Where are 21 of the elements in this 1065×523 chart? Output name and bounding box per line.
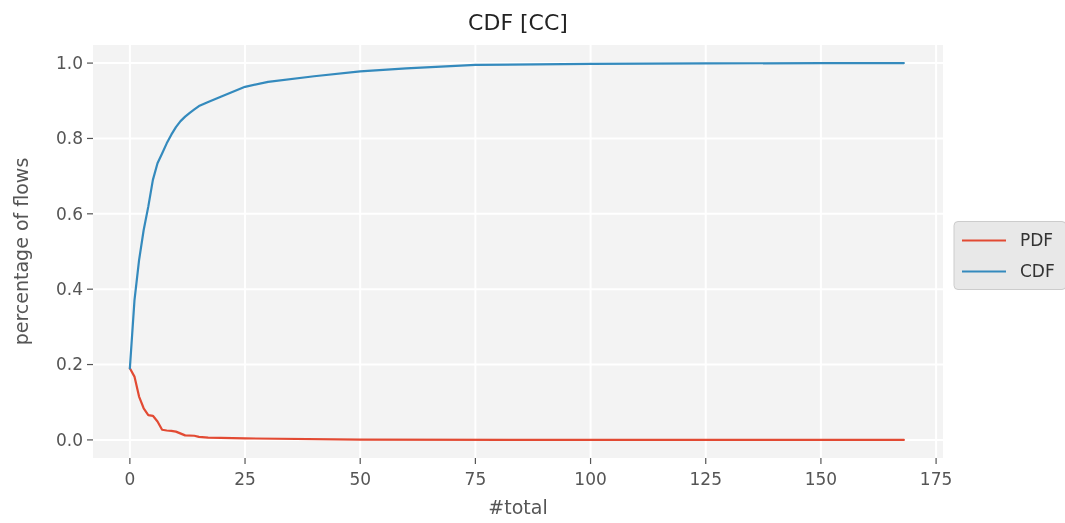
line-series (128, 367, 905, 442)
x-axis-title: #total (488, 496, 548, 518)
x-tick-label: 25 (234, 469, 256, 489)
x-tick-label: 0 (124, 469, 136, 489)
y-tick-label: 0.6 (55, 203, 83, 224)
legend-label: PDF (1020, 230, 1054, 251)
legend-label: CDF (1020, 261, 1055, 282)
y-tick-label: 1.0 (55, 53, 83, 74)
line-series (128, 61, 905, 370)
y-tick-label: 0.8 (55, 128, 83, 149)
y-tick-label: 0.0 (55, 429, 83, 450)
x-tick-label: 175 (919, 469, 953, 489)
y-axis-title: percentage of flows (10, 157, 32, 346)
x-tick-label: 50 (349, 469, 372, 489)
y-tick-label: 0.4 (55, 279, 83, 300)
x-tick-label: 100 (574, 469, 607, 489)
chart-title: CDF [CC] (468, 10, 568, 35)
x-tick-label: 125 (689, 469, 722, 489)
x-tick-label: 150 (804, 469, 838, 489)
x-tick-label: 75 (464, 469, 487, 489)
y-tick-label: 0.2 (55, 354, 83, 375)
